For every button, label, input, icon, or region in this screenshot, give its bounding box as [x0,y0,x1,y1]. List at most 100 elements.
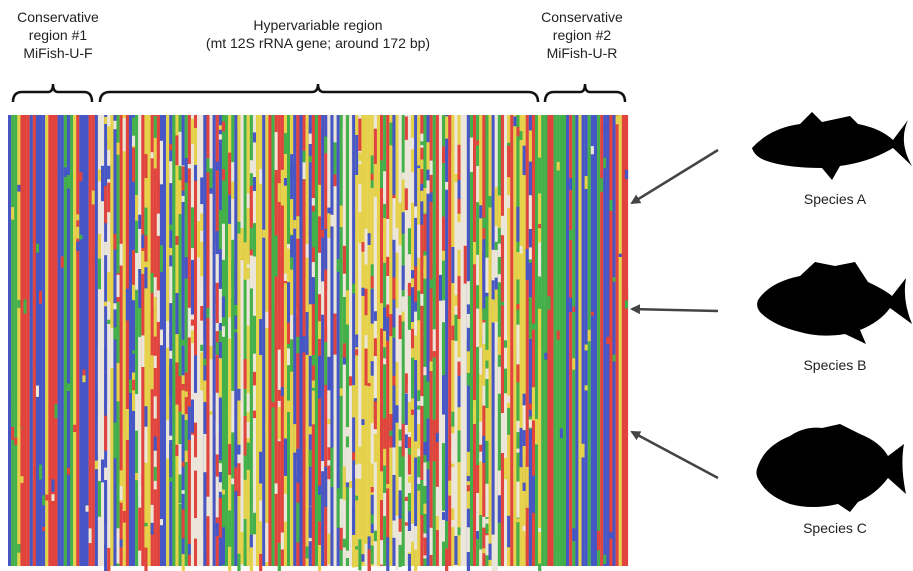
alignment-cell [383,307,386,330]
alignment-cell [526,467,529,508]
alignment-cell [482,344,485,386]
alignment-cell [479,422,482,445]
alignment-cell [476,255,479,285]
alignment-cell [538,277,541,309]
alignment-cell [538,224,541,228]
alignment-cell [135,115,138,566]
alignment-cell [265,312,268,328]
alignment-cell [151,115,154,566]
alignment-cell [231,297,234,336]
alignment-cell [185,391,188,397]
alignment-cell [423,538,426,556]
alignment-cell [442,217,445,251]
alignment-cell [73,425,76,432]
alignment-cell [244,242,247,279]
alignment-cell [396,533,399,571]
alignment-cell [175,363,178,405]
alignment-cell [327,291,330,328]
alignment-cell [520,131,523,140]
alignment-cell [507,396,510,403]
alignment-cell [352,535,355,568]
alignment-cell [495,418,498,449]
alignment-cell [445,139,448,155]
alignment-cell [368,233,371,245]
alignment-cell [33,299,36,305]
alignment-cell [392,198,395,240]
alignment-cell [417,168,420,193]
alignment-cell [482,278,485,311]
alignment-cell [380,540,383,565]
alignment-cell [501,490,504,495]
alignment-cell [495,187,498,204]
alignment-cell [113,121,116,129]
alignment-cell [175,115,178,566]
alignment-cell [278,543,281,571]
alignment-cell [396,126,399,154]
alignment-cell [296,216,299,238]
alignment-cell [17,185,20,192]
fish-silhouette [757,262,912,344]
alignment-cell [104,543,107,571]
alignment-cell [312,231,315,238]
alignment-cell [392,327,395,337]
alignment-cell [349,481,352,488]
alignment-cell [507,195,510,208]
alignment-cell [408,402,411,432]
alignment-cell [275,348,278,351]
alignment-cell [352,115,355,566]
alignment-cell [228,318,231,339]
alignment-cell [365,335,368,348]
alignment-cell [417,126,420,166]
alignment-cell [169,440,172,477]
alignment-cell [489,544,492,560]
alignment-cell [290,339,293,371]
alignment-cell [20,115,23,566]
alignment-cell [113,234,116,250]
alignment-cell [182,196,185,202]
alignment-cell [172,115,175,566]
alignment-cell [39,115,42,566]
alignment-cell [132,250,135,285]
alignment-cell [346,427,349,436]
alignment-cell [36,386,39,397]
alignment-cell [179,132,182,166]
alignment-cell [117,363,120,401]
alignment-cell [529,404,532,410]
alignment-cell [349,411,352,445]
alignment-cell [399,490,402,519]
alignment-cell [355,349,358,355]
alignment-cell [151,273,154,293]
alignment-cell [216,162,219,171]
alignment-cell [464,205,467,237]
alignment-cell [48,115,51,566]
alignment-cell [383,358,386,364]
alignment-cell [423,442,426,455]
alignment-cell [281,170,284,206]
alignment-cell [535,419,538,444]
alignment-cell [436,487,439,516]
alignment-cell [560,275,563,289]
alignment-cell [411,287,414,322]
alignment-cell [98,183,101,189]
alignment-cell [144,548,147,571]
alignment-cell [315,223,318,236]
alignment-cell [228,153,231,195]
alignment-cell [467,373,470,386]
alignment-cell [259,169,262,184]
alignment-cell [272,181,275,216]
alignment-cell [340,206,343,228]
alignment-cell [175,203,178,223]
alignment-cell [33,115,36,566]
alignment-cell [572,307,575,312]
alignment-cell [408,437,411,475]
alignment-cell [485,519,488,524]
alignment-cell [495,115,498,566]
alignment-cell [352,385,355,417]
alignment-cell [427,382,430,419]
alignment-cell [151,505,154,523]
alignment-cell [442,268,445,285]
alignment-cell [386,484,389,488]
alignment-cell [318,185,321,217]
alignment-cell [225,115,228,566]
alignment-cell [309,427,312,435]
